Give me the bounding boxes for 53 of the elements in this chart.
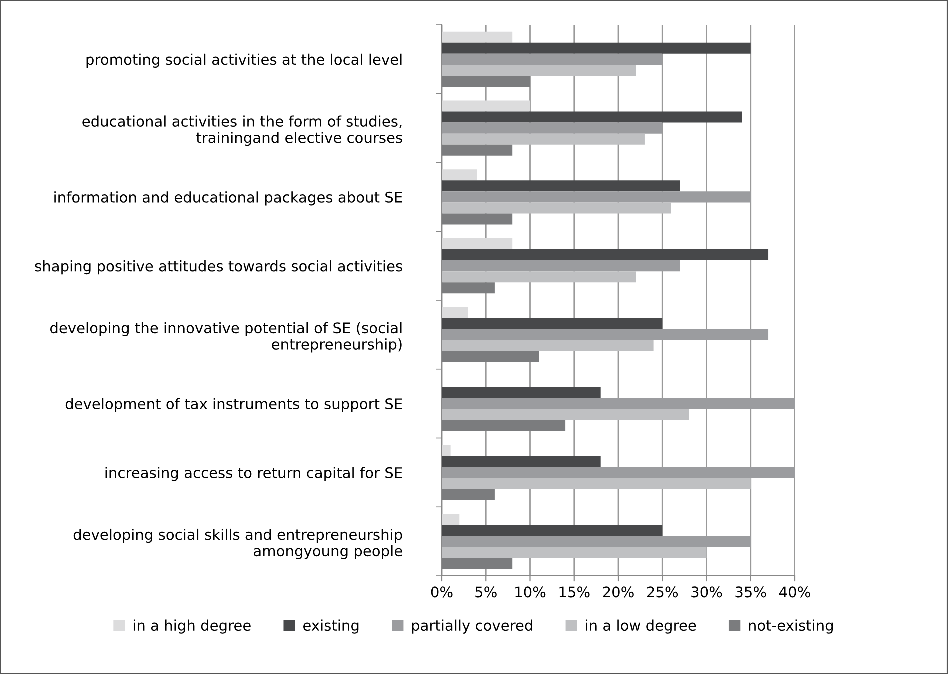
bar (442, 112, 742, 123)
y-tick-label: shaping positive attitudes towards social activities (35, 260, 402, 275)
bar (442, 214, 513, 225)
bar (442, 478, 751, 490)
bar (442, 250, 769, 261)
bar (442, 134, 645, 145)
bar (442, 409, 690, 420)
x-tick-label: 0% (431, 586, 453, 598)
x-tick-label: 30% (692, 586, 722, 598)
x-tick-label: 5% (476, 586, 497, 598)
bar (442, 456, 601, 468)
x-tick-label: 20% (603, 586, 634, 598)
bar (442, 340, 654, 352)
bar (442, 445, 451, 456)
legend-label: in a low degree (586, 620, 696, 634)
bar (442, 558, 513, 570)
bar (442, 42, 751, 54)
y-tick-label: developing the innovative potential of SE (social entrepreneurship) (50, 322, 402, 353)
bar (442, 387, 601, 398)
bar (442, 282, 495, 294)
x-tick-label: 15% (560, 586, 590, 598)
bar (442, 307, 468, 318)
bar (442, 547, 707, 558)
bar (442, 238, 513, 250)
y-tick-label: developing social skills and entrepreneurship amongyoung people (74, 528, 402, 560)
y-tick-label: educational activities in the form of studies, trainingand elective courses (82, 116, 402, 146)
x-tick-label: 40% (780, 586, 810, 598)
x-tick-label: 35% (736, 586, 766, 598)
legend-label: existing (303, 620, 359, 634)
bar (442, 514, 460, 526)
bar (442, 489, 495, 500)
bar (442, 170, 478, 181)
bar (442, 180, 680, 192)
bar (442, 100, 530, 112)
y-tick-label: information and educational packages about SE (54, 192, 402, 206)
y-tick-label: increasing access to return capital for SE (106, 467, 402, 482)
legend-label: partially covered (412, 620, 532, 634)
y-tick-label: promoting social activities at the local level (86, 54, 402, 68)
bar (442, 525, 663, 536)
bar (442, 76, 530, 87)
bar (442, 202, 672, 214)
legend-label: not-existing (749, 620, 834, 634)
bar (442, 64, 636, 76)
y-tick-label: development of tax instruments to support SE (66, 398, 402, 412)
x-tick-label: 25% (647, 586, 678, 598)
bar (442, 32, 513, 43)
bar (442, 272, 636, 283)
legend-label: in a high degree (134, 620, 251, 634)
bar (442, 420, 566, 432)
bar (442, 318, 663, 330)
bar (442, 351, 540, 362)
x-tick-label: 10% (516, 586, 546, 598)
bar (442, 144, 513, 156)
